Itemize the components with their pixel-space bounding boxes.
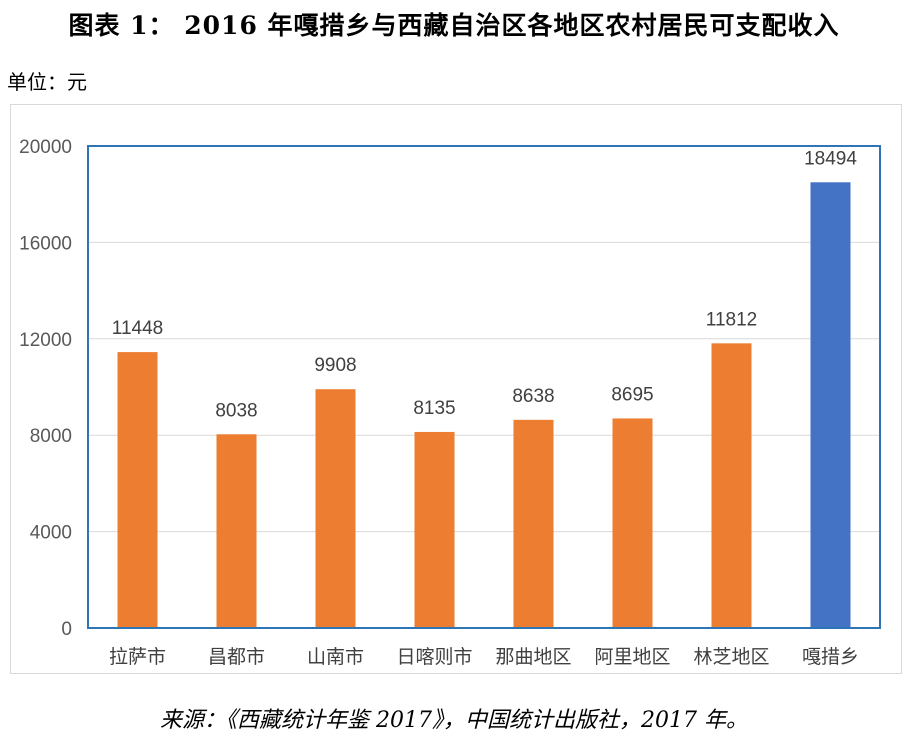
data-labels: 11448 8038 9908 8135 8638 8695 11812 18494: [112, 148, 858, 421]
figure-title: 图表 1： 2016 年嘎措乡与西藏自治区各地区农村居民可支配收入: [68, 11, 840, 40]
bars: [117, 182, 851, 628]
data-label: 11448: [112, 318, 163, 339]
plot-area-border: [87, 145, 881, 629]
y-tick-label: 16000: [19, 233, 72, 254]
bar: [612, 418, 653, 628]
source-note: 来源：《西藏统计年鉴 2017》，中国统计出版社，2017 年。: [160, 708, 748, 733]
y-tick-label: 8000: [30, 426, 72, 447]
x-tick-label: 那曲地区: [495, 646, 571, 668]
data-label: 8638: [512, 386, 554, 407]
bar: [117, 352, 158, 628]
x-axis-ticks: 拉萨市 昌都市 山南市 日喀则市 那曲地区 阿里地区 林芝地区 嘎措乡: [109, 646, 859, 668]
data-label: 8135: [413, 398, 455, 419]
chart-frame: [10, 104, 902, 674]
data-label: 9908: [314, 355, 356, 376]
y-axis-ticks: 0 4000 8000 12000 16000 20000: [19, 137, 72, 640]
data-label: 18494: [804, 148, 857, 169]
bar: [414, 431, 455, 628]
unit-label: 单位：元: [7, 70, 87, 94]
bar: [315, 389, 356, 628]
bar: [216, 434, 257, 628]
y-tick-label: 4000: [30, 523, 72, 544]
gridlines: [88, 145, 880, 629]
x-tick-label: 阿里地区: [594, 646, 670, 668]
bar-chart: 0 4000 8000 12000 16000 20000 拉萨市 昌都市 山南市 日喀则市 那曲…: [19, 137, 881, 668]
y-tick-label: 0: [61, 619, 72, 640]
x-tick-label: 昌都市: [208, 646, 265, 668]
data-label: 8695: [611, 384, 653, 405]
data-label: 8038: [215, 400, 257, 421]
y-tick-label: 12000: [19, 330, 72, 351]
x-tick-label: 拉萨市: [109, 646, 166, 668]
bar: [711, 343, 752, 628]
x-tick-label: 林芝地区: [693, 646, 769, 668]
y-tick-label: 20000: [19, 137, 72, 158]
data-label: 11812: [706, 309, 757, 330]
bar: [810, 182, 851, 628]
bar: [513, 419, 554, 628]
x-tick-label: 嘎措乡: [802, 646, 859, 668]
x-tick-label: 山南市: [307, 646, 364, 668]
x-tick-label: 日喀则市: [396, 646, 472, 668]
